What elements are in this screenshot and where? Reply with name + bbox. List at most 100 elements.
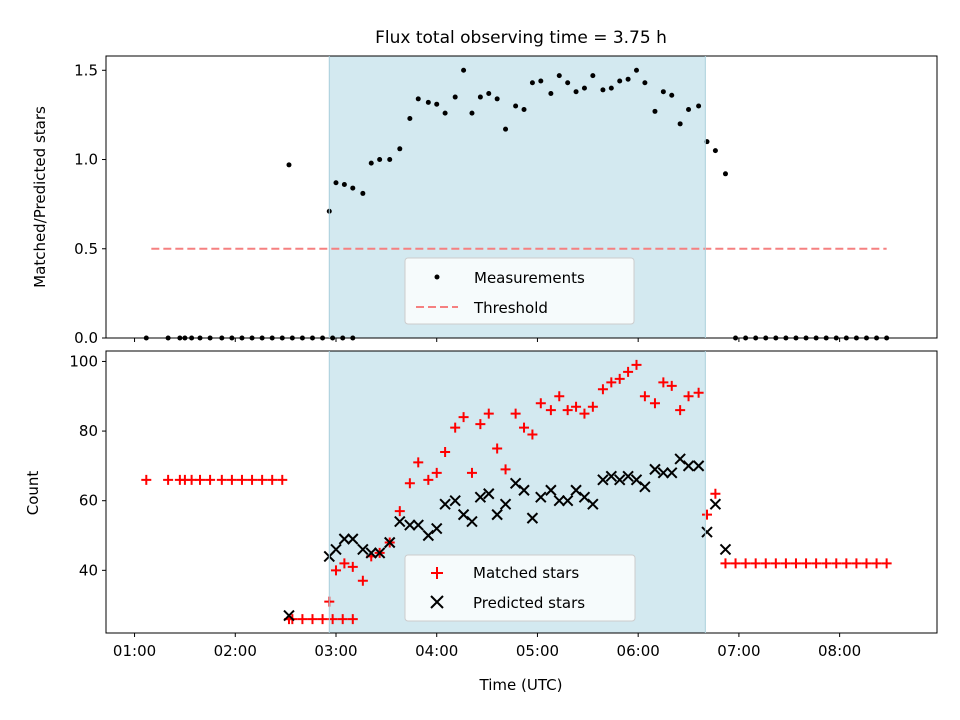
matched-star-point	[760, 558, 771, 569]
predicted-star-point	[412, 519, 424, 531]
predicted-star-point	[639, 481, 651, 493]
matched-star-point	[357, 575, 368, 586]
matched-star-point	[639, 391, 650, 402]
x-tick-label: 01:00	[113, 642, 156, 660]
matched-star-point	[216, 474, 227, 485]
predicted-star-point	[709, 498, 722, 510]
matched-star-point	[841, 558, 852, 569]
matched-star-point	[413, 457, 424, 468]
matched-star-point	[307, 614, 318, 625]
bottom-legend-predicted-label: Predicted stars	[473, 594, 585, 612]
predicted-star-point	[431, 522, 443, 535]
matched-star-point	[347, 561, 358, 572]
matched-star-point	[247, 474, 258, 485]
measurement-point	[652, 108, 658, 114]
measurement-point	[538, 78, 544, 84]
predicted-star-point	[561, 494, 574, 507]
predicted-star-point	[384, 536, 396, 549]
y-tick-label: 100	[69, 352, 98, 370]
matched-star-point	[658, 377, 669, 388]
matched-star-point	[257, 474, 268, 485]
predicted-star-point	[553, 494, 565, 507]
predicted-star-point	[535, 491, 547, 503]
bottom-legend-matched-label: Matched stars	[473, 564, 579, 582]
predicted-star-point	[597, 474, 609, 486]
predicted-star-point	[365, 547, 377, 559]
measurement-point	[633, 67, 639, 73]
matched-star-point	[317, 614, 328, 625]
top-y-axis-label: Matched/Predicted stars	[31, 106, 49, 288]
measurement-point	[669, 92, 675, 98]
measurement-point	[548, 90, 554, 96]
measurement-point	[712, 148, 718, 154]
predicted-star-point	[509, 477, 522, 490]
measurement-point	[625, 76, 631, 82]
measurement-point	[425, 99, 431, 105]
measurement-point	[387, 157, 393, 163]
measurement-point	[565, 80, 571, 86]
matched-star-point	[186, 474, 197, 485]
predicted-star-point	[682, 460, 695, 472]
matched-star-point	[226, 474, 237, 485]
predicted-star-point	[666, 467, 678, 479]
bottom-plot-frame	[105, 350, 938, 634]
matched-star-point	[337, 614, 348, 625]
y-tick-label: 0.0	[74, 329, 98, 347]
measurement-point	[722, 171, 728, 177]
matched-star-point	[195, 474, 206, 485]
measurement-point	[442, 110, 448, 116]
matched-star-point	[750, 558, 761, 569]
matched-star-point	[597, 384, 608, 395]
predicted-star-point	[347, 533, 359, 545]
bottom-legend-predicted-marker	[430, 595, 444, 609]
predicted-star-point	[491, 508, 503, 521]
y-tick-label: 80	[79, 422, 98, 440]
matched-star-point	[205, 474, 216, 485]
predicted-star-point	[474, 491, 487, 503]
matched-star-point	[267, 474, 278, 485]
matched-star-point	[492, 443, 503, 454]
measurement-point	[407, 115, 413, 121]
y-tick-label: 1.0	[74, 151, 98, 169]
measurement-point	[350, 185, 356, 191]
measurement-point	[397, 146, 403, 152]
matched-star-point	[675, 405, 686, 416]
measurement-point	[660, 89, 666, 95]
matched-star-point	[606, 377, 617, 388]
matched-star-point	[623, 366, 634, 377]
measurement-point	[469, 110, 475, 116]
matched-star-point	[571, 401, 582, 412]
predicted-star-point	[394, 515, 406, 528]
bottom-panel: 40 60 80 100 01:00 02:00 03:00 04:00 05:00 06:00…	[24, 350, 938, 694]
matched-star-point	[710, 488, 721, 499]
matched-star-point	[545, 405, 556, 416]
y-tick-label: 0.5	[74, 240, 98, 258]
predicted-star-point	[373, 547, 386, 559]
predicted-star-point	[719, 543, 732, 556]
matched-star-point	[831, 558, 842, 569]
measurement-point	[503, 126, 509, 132]
predicted-star-point	[692, 460, 705, 472]
measurement-point	[513, 103, 519, 109]
matched-star-point	[277, 474, 288, 485]
measurement-point	[686, 107, 692, 113]
measurement-point	[434, 101, 440, 107]
predicted-star-point	[605, 470, 618, 483]
predicted-star-point	[587, 498, 599, 510]
matched-star-point	[236, 474, 247, 485]
measurement-point	[642, 80, 648, 86]
predicted-star-point	[578, 491, 591, 503]
predicted-star-point	[283, 609, 295, 622]
matched-star-point	[458, 412, 469, 423]
x-tick-label: 02:00	[214, 642, 257, 660]
matched-star-point	[720, 558, 731, 569]
predicted-star-point	[483, 488, 495, 500]
x-tick-label: 06:00	[617, 642, 660, 660]
top-legend-measurements-label: Measurements	[474, 269, 585, 287]
bottom-legend-matched-marker	[431, 567, 443, 579]
y-tick-label: 40	[79, 561, 98, 579]
y-tick-label: 60	[79, 492, 98, 510]
measurement-point	[696, 103, 702, 109]
matched-star-point	[466, 467, 477, 478]
matched-star-point	[881, 558, 892, 569]
